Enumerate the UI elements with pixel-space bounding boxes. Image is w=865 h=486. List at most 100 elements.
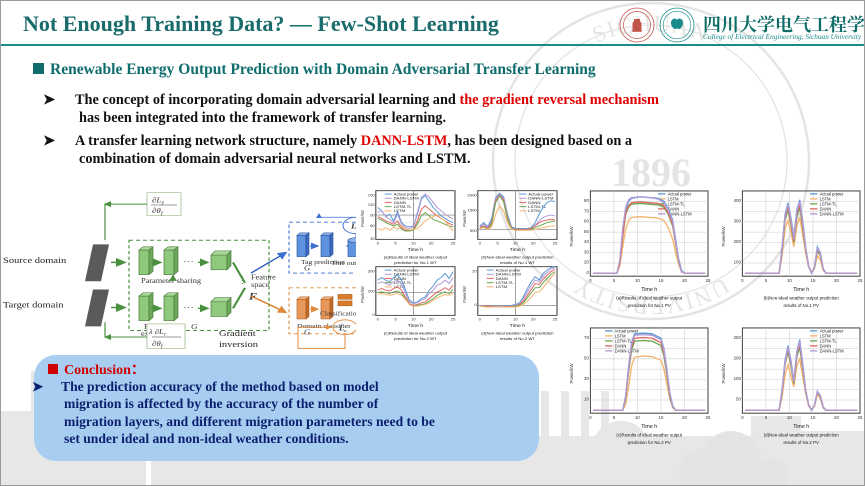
svg-text:LSTM: LSTM bbox=[394, 209, 406, 214]
svg-text:Parameter sharing: Parameter sharing bbox=[141, 277, 201, 285]
svg-text:Time h: Time h bbox=[510, 248, 526, 253]
svg-text:20: 20 bbox=[682, 415, 687, 420]
svg-text:400: 400 bbox=[734, 198, 742, 203]
svg-text:10: 10 bbox=[411, 317, 417, 322]
svg-text:120: 120 bbox=[368, 202, 376, 207]
svg-text:G: G bbox=[304, 264, 311, 272]
svg-text:25: 25 bbox=[858, 415, 863, 420]
svg-text:5: 5 bbox=[765, 415, 768, 420]
svg-text:30: 30 bbox=[370, 237, 376, 242]
svg-text:150: 150 bbox=[368, 193, 376, 198]
svg-text:10: 10 bbox=[787, 415, 792, 420]
svg-text:0: 0 bbox=[479, 241, 482, 246]
svg-text:0: 0 bbox=[479, 317, 482, 322]
svg-text:LSTM: LSTM bbox=[528, 209, 540, 214]
svg-text:(d)Non-ideal weather output pr: (d)Non-ideal weather output prediction bbox=[764, 433, 839, 438]
svg-text:100: 100 bbox=[734, 376, 742, 381]
svg-text:Power/kW: Power/kW bbox=[721, 363, 726, 384]
svg-text:⋯: ⋯ bbox=[183, 303, 194, 313]
svg-text:0: 0 bbox=[377, 317, 380, 322]
svg-text:10: 10 bbox=[513, 241, 519, 246]
svg-text:20: 20 bbox=[834, 278, 839, 283]
svg-text:25: 25 bbox=[451, 317, 457, 322]
svg-text:20: 20 bbox=[531, 241, 537, 246]
svg-text:25: 25 bbox=[706, 415, 711, 420]
svg-text:Power/kW: Power/kW bbox=[462, 210, 467, 227]
svg-text:200: 200 bbox=[734, 239, 742, 244]
svg-text:(d)Non-ideal weather output pr: (d)Non-ideal weather output prediction bbox=[481, 331, 553, 336]
svg-text:50: 50 bbox=[584, 229, 589, 234]
svg-text:Power/kW: Power/kW bbox=[721, 226, 726, 247]
svg-text:prediction for No.1 WT: prediction for No.1 WT bbox=[394, 260, 437, 265]
svg-text:Power/kW: Power/kW bbox=[569, 226, 574, 247]
svg-text:5: 5 bbox=[496, 317, 499, 322]
svg-text:20: 20 bbox=[429, 241, 435, 246]
svg-text:100: 100 bbox=[734, 260, 742, 265]
svg-text:0: 0 bbox=[741, 278, 744, 283]
svg-text:0: 0 bbox=[372, 313, 375, 318]
svg-text:20: 20 bbox=[429, 317, 435, 322]
svg-text:25: 25 bbox=[553, 241, 559, 246]
svg-text:15: 15 bbox=[811, 278, 816, 283]
svg-text:G: G bbox=[191, 323, 198, 331]
svg-text:25: 25 bbox=[858, 278, 863, 283]
svg-text:(b)Non-ideal weather output pr: (b)Non-ideal weather output prediction bbox=[764, 296, 839, 301]
svg-text:25: 25 bbox=[553, 317, 559, 322]
svg-text:30: 30 bbox=[584, 376, 589, 381]
svg-text:10: 10 bbox=[787, 278, 792, 283]
svg-text:DANN-LSTM: DANN-LSTM bbox=[820, 211, 845, 216]
svg-text:Time h: Time h bbox=[510, 324, 526, 329]
svg-text:results of No.1 PV: results of No.1 PV bbox=[783, 303, 819, 308]
svg-text:DANN-LSTM: DANN-LSTM bbox=[820, 348, 845, 353]
svg-text:300: 300 bbox=[368, 269, 376, 274]
svg-text:G: G bbox=[304, 328, 311, 336]
svg-text:50: 50 bbox=[736, 397, 741, 402]
svg-text:College of Electrical Engineer: College of Electrical Engineering, Sichu… bbox=[703, 32, 862, 41]
svg-text:0: 0 bbox=[377, 241, 380, 246]
svg-text:(b)Non-ideal weather output pr: (b)Non-ideal weather output prediction bbox=[481, 255, 553, 260]
svg-text:Gradient: Gradient bbox=[219, 329, 256, 339]
svg-text:15: 15 bbox=[659, 415, 664, 420]
svg-text:250: 250 bbox=[734, 335, 742, 340]
svg-text:5: 5 bbox=[613, 278, 616, 283]
svg-text:5: 5 bbox=[496, 241, 499, 246]
svg-text:5: 5 bbox=[765, 278, 768, 283]
svg-text:5: 5 bbox=[394, 317, 397, 322]
svg-text:80: 80 bbox=[584, 198, 589, 203]
svg-text:(c)Results of ideal weather ou: (c)Results of ideal weather output bbox=[384, 331, 448, 336]
svg-text:10: 10 bbox=[411, 241, 417, 246]
svg-text:0: 0 bbox=[474, 303, 477, 308]
svg-text:inversion: inversion bbox=[219, 340, 258, 350]
svg-text:25: 25 bbox=[451, 241, 457, 246]
svg-text:10: 10 bbox=[584, 397, 589, 402]
svg-text:Time h: Time h bbox=[641, 424, 657, 430]
svg-text:0: 0 bbox=[586, 270, 589, 275]
svg-text:1500: 1500 bbox=[467, 208, 477, 213]
svg-text:40: 40 bbox=[584, 239, 589, 244]
svg-text:20: 20 bbox=[584, 260, 589, 265]
svg-text:300: 300 bbox=[734, 219, 742, 224]
svg-text:Power/kW: Power/kW bbox=[360, 286, 365, 303]
svg-text:30: 30 bbox=[584, 249, 589, 254]
svg-text:True output value: True output value bbox=[331, 260, 356, 266]
svg-text:20: 20 bbox=[834, 415, 839, 420]
svg-text:Target domain: Target domain bbox=[3, 300, 64, 310]
svg-text:⋯: ⋯ bbox=[183, 257, 194, 267]
svg-text:Time h: Time h bbox=[793, 424, 809, 430]
svg-text:200: 200 bbox=[368, 289, 376, 294]
svg-text:0: 0 bbox=[741, 415, 744, 420]
svg-text:prediction for No.2 WT: prediction for No.2 WT bbox=[394, 336, 437, 341]
svg-text:15: 15 bbox=[659, 278, 664, 283]
svg-text:Power/kW: Power/kW bbox=[569, 363, 574, 384]
svg-text:Time h: Time h bbox=[641, 287, 657, 293]
svg-text:Time h: Time h bbox=[408, 248, 424, 253]
svg-text:50: 50 bbox=[584, 356, 589, 361]
svg-text:60: 60 bbox=[370, 223, 376, 228]
svg-text:(a)Results of ideal weather ou: (a)Results of ideal weather output bbox=[384, 255, 448, 260]
svg-text:LSTM: LSTM bbox=[496, 285, 508, 290]
svg-text:15: 15 bbox=[811, 415, 816, 420]
svg-text:60: 60 bbox=[584, 219, 589, 224]
svg-text:5: 5 bbox=[394, 241, 397, 246]
svg-text:Power/kW: Power/kW bbox=[360, 210, 365, 227]
svg-text:(a)Results of ideal weather ou: (a)Results of ideal weather output bbox=[616, 296, 683, 301]
